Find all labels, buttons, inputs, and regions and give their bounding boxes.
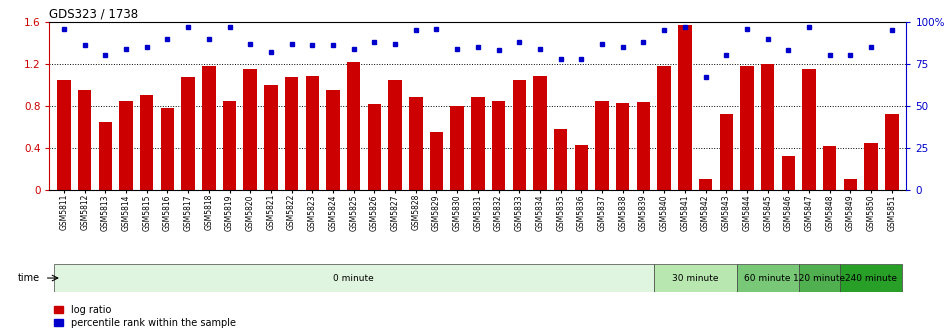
Bar	[653, 264, 737, 292]
Bar	[161, 108, 174, 190]
Bar	[553, 129, 568, 190]
Bar	[409, 97, 422, 190]
Bar	[574, 145, 588, 190]
Bar	[471, 97, 485, 190]
Bar	[616, 103, 630, 190]
Bar	[699, 179, 712, 190]
Bar	[885, 114, 899, 190]
Text: 60 minute: 60 minute	[745, 274, 791, 283]
Text: 30 minute: 30 minute	[672, 274, 718, 283]
Bar	[864, 142, 878, 190]
Bar	[803, 69, 816, 190]
Bar	[761, 64, 774, 190]
Bar	[492, 100, 505, 190]
Bar	[799, 264, 840, 292]
Bar	[782, 156, 795, 190]
Bar	[243, 69, 257, 190]
Bar	[285, 78, 299, 190]
Bar	[347, 62, 360, 190]
Bar	[53, 264, 653, 292]
Bar	[182, 78, 195, 190]
Text: 120 minute: 120 minute	[793, 274, 845, 283]
Bar	[264, 85, 278, 190]
Bar	[305, 76, 319, 190]
Text: 0 minute: 0 minute	[333, 274, 374, 283]
Bar	[140, 95, 153, 190]
Bar	[823, 146, 837, 190]
Bar	[326, 90, 340, 190]
Bar	[720, 114, 733, 190]
Bar	[203, 66, 216, 190]
Bar	[513, 80, 526, 190]
Bar	[737, 264, 799, 292]
Text: GDS323 / 1738: GDS323 / 1738	[49, 8, 139, 21]
Text: time: time	[18, 273, 40, 283]
Bar	[657, 66, 670, 190]
Bar	[388, 80, 402, 190]
Bar	[740, 66, 753, 190]
Text: 240 minute: 240 minute	[845, 274, 897, 283]
Legend: log ratio, percentile rank within the sample: log ratio, percentile rank within the sa…	[54, 305, 236, 328]
Bar	[637, 101, 650, 190]
Bar	[119, 100, 133, 190]
Bar	[451, 106, 464, 190]
Bar	[844, 179, 857, 190]
Bar	[840, 264, 902, 292]
Bar	[223, 100, 236, 190]
Bar	[534, 76, 547, 190]
Bar	[368, 104, 381, 190]
Bar	[430, 132, 443, 190]
Bar	[678, 25, 691, 190]
Bar	[78, 90, 91, 190]
Bar	[595, 100, 609, 190]
Bar	[57, 80, 70, 190]
Bar	[99, 122, 112, 190]
